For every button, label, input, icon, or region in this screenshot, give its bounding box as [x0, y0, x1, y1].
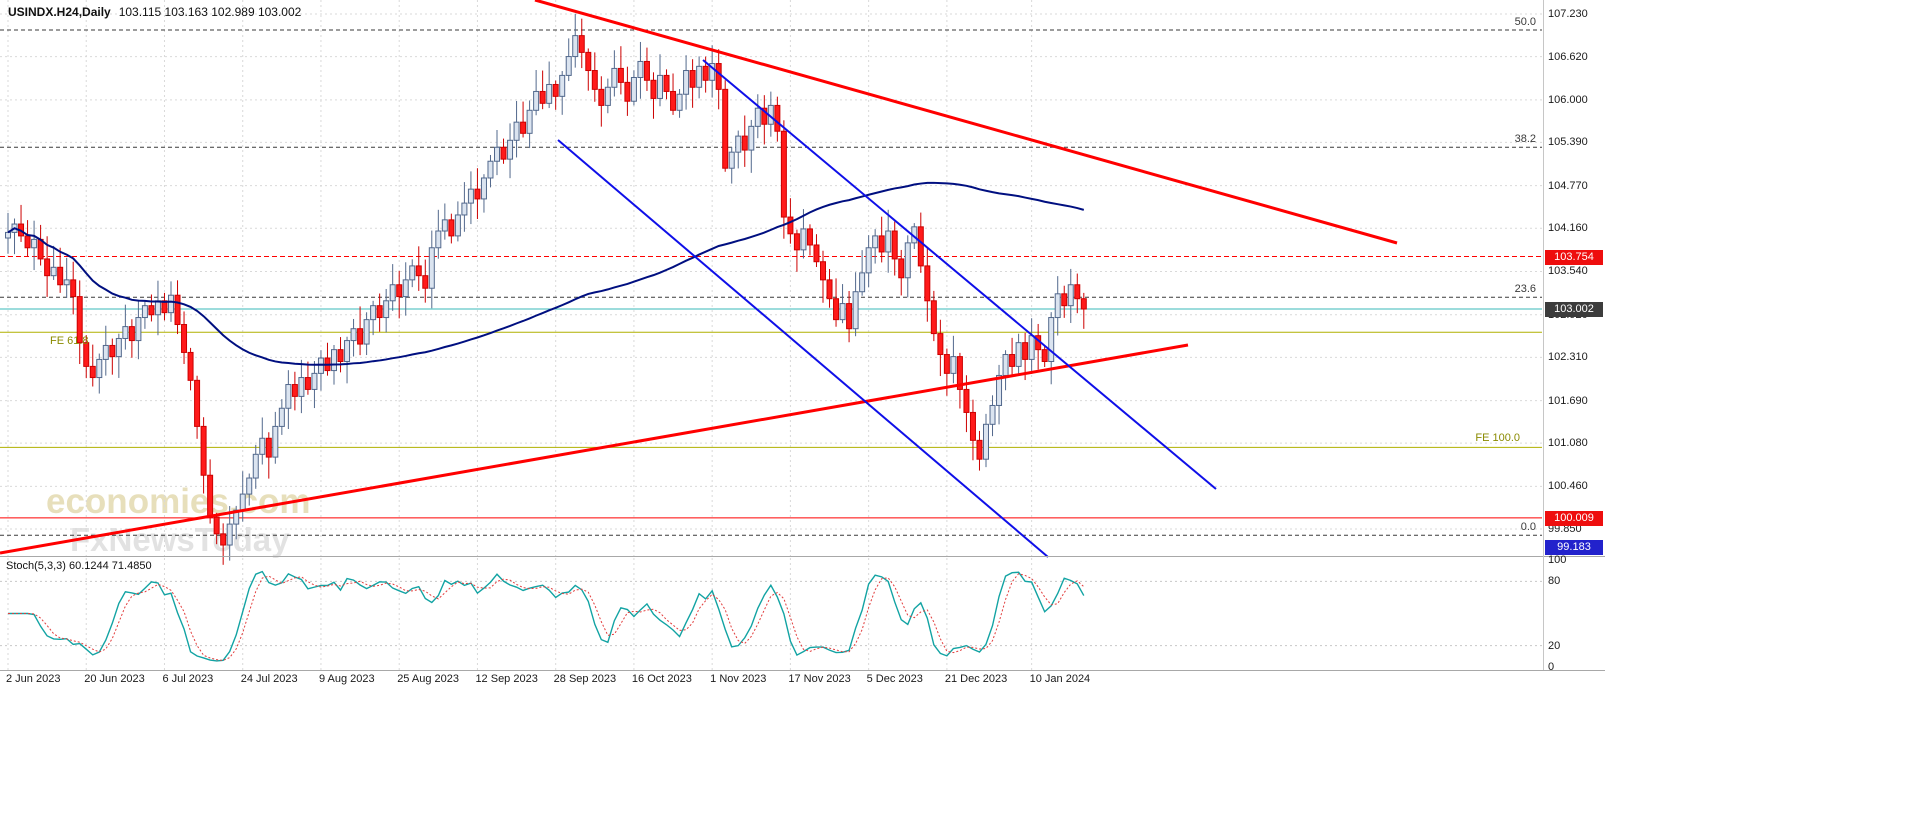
- fib-expansion-label: FE 100.0: [1475, 432, 1520, 445]
- symbol-label: USINDX.H24,Daily: [8, 5, 111, 19]
- fib-level-label: 0.0: [1520, 521, 1536, 534]
- date-label: 24 Jul 2023: [240, 673, 298, 685]
- price-badge: 103.002: [1545, 302, 1603, 318]
- stoch-scale-tick: 0: [1548, 661, 1555, 673]
- date-label: 16 Oct 2023: [631, 673, 692, 685]
- time-axis[interactable]: [0, 670, 1543, 690]
- date-label: 12 Sep 2023: [475, 673, 538, 685]
- date-label: 6 Jul 2023: [162, 673, 214, 685]
- date-label: 10 Jan 2024: [1029, 673, 1091, 685]
- grid: [0, 0, 1542, 670]
- price-tick: 107.230: [1548, 8, 1588, 20]
- fib-level-label: 38.2: [1514, 133, 1536, 146]
- price-tick: 105.390: [1548, 136, 1588, 149]
- watermark-fxnewstoday: FxNewsToday: [70, 521, 290, 558]
- price-badge: 103.754: [1545, 249, 1603, 265]
- chart-canvas[interactable]: [0, 0, 1605, 690]
- date-label: 20 Jun 2023: [84, 673, 145, 685]
- price-tick: 106.620: [1548, 50, 1588, 63]
- price-tick: 104.160: [1548, 222, 1588, 235]
- major-downtrend-line[interactable]: [534, 0, 1398, 245]
- stochastic-panel[interactable]: [0, 558, 1543, 670]
- price-badge: 99.183: [1545, 540, 1603, 555]
- price-axis-separator: [1543, 0, 1544, 670]
- date-label: 17 Nov 2023: [788, 673, 851, 685]
- stochastic-label: Stoch(5,3,3) 60.1244 71.4850: [6, 560, 152, 572]
- date-label: 9 Aug 2023: [318, 673, 375, 685]
- candlesticks: [5, 13, 1087, 565]
- date-label: 25 Aug 2023: [397, 673, 459, 685]
- moving-average-line[interactable]: [7, 181, 1085, 366]
- price-tick: 100.460: [1548, 480, 1588, 493]
- date-label: 2 Jun 2023: [6, 673, 61, 685]
- stochastic-main-line: [8, 570, 1085, 662]
- stoch-scale-tick: 100: [1548, 554, 1567, 566]
- date-label: 28 Sep 2023: [553, 673, 617, 685]
- fib-expansion-label: FE 61.8: [50, 335, 89, 348]
- date-label: 1 Nov 2023: [710, 673, 767, 685]
- date-label: 5 Dec 2023: [866, 673, 923, 685]
- price-tick: 99.850: [1548, 522, 1582, 535]
- panel-separator-bottom: [0, 670, 1605, 671]
- fib-level-label: 50.0: [1514, 16, 1536, 29]
- ohlc-values: 103.115 103.163 102.989 103.002: [118, 5, 302, 19]
- blue-channel-left-line[interactable]: [557, 139, 1049, 558]
- price-tick: 102.310: [1548, 351, 1588, 364]
- stoch-scale-tick: 20: [1548, 639, 1561, 652]
- date-label: 21 Dec 2023: [944, 673, 1008, 685]
- chart-title: USINDX.H24,Daily 103.115 103.163 102.989 …: [8, 5, 301, 19]
- price-tick: 104.770: [1548, 179, 1588, 192]
- watermark-economies: economies.com: [46, 482, 311, 521]
- price-tick: 101.080: [1548, 437, 1588, 450]
- price-axis[interactable]: [1543, 0, 1605, 670]
- price-tick: 101.690: [1548, 394, 1588, 407]
- stoch-scale-tick: 80: [1548, 575, 1561, 588]
- support-uptrend-line[interactable]: [0, 343, 1189, 555]
- price-badge: 100.009: [1545, 510, 1603, 526]
- fib-level-label: 23.6: [1514, 283, 1536, 296]
- blue-channel-right-line[interactable]: [702, 59, 1217, 490]
- panel-separator-top[interactable]: [0, 556, 1605, 557]
- price-tick: 106.000: [1548, 93, 1588, 106]
- price-tick: 103.540: [1548, 265, 1588, 278]
- stochastic-values: 60.1244 71.4850: [68, 560, 152, 572]
- stochastic-signal-line: [8, 573, 1085, 661]
- stochastic-name: Stoch(5,3,3): [6, 560, 66, 572]
